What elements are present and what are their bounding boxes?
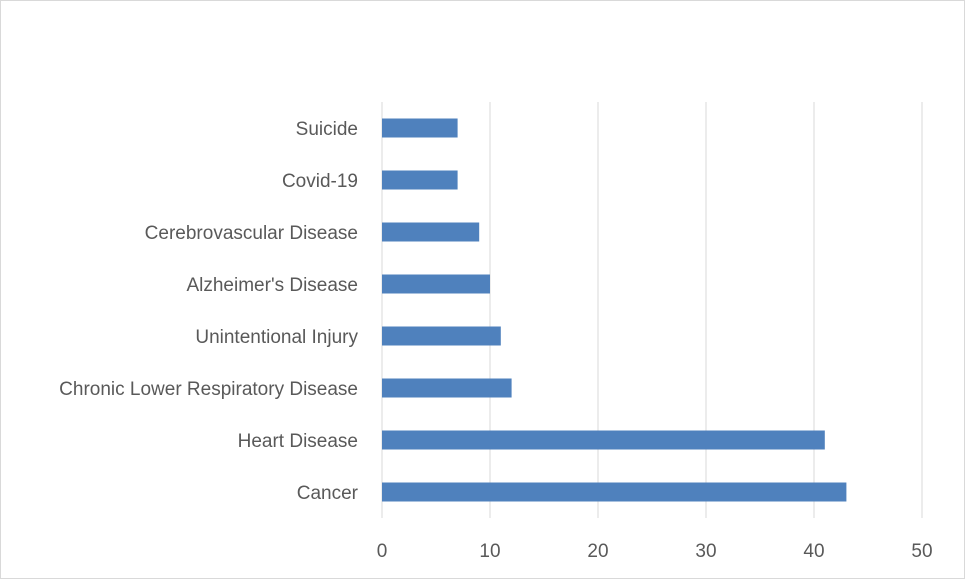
bar <box>382 274 490 294</box>
category-labels: Suicide Covid-19 Cerebrovascular Disease Al… <box>59 119 359 504</box>
bar <box>382 326 501 346</box>
category-label: Suicide <box>296 119 358 140</box>
category-label: Covid-19 <box>282 171 358 192</box>
bar <box>382 430 825 450</box>
x-tick-labels: 0 10 20 30 40 50 <box>377 541 933 562</box>
x-tick-label: 10 <box>479 541 500 562</box>
x-tick-label: 20 <box>587 541 608 562</box>
category-label: Alzheimer's Disease <box>186 275 358 296</box>
gridlines <box>381 102 923 518</box>
bar <box>382 482 847 502</box>
category-label: Cerebrovascular Disease <box>145 223 358 244</box>
bar <box>382 118 458 138</box>
x-tick-label: 30 <box>695 541 716 562</box>
x-tick-label: 50 <box>911 541 932 562</box>
bars <box>382 118 847 502</box>
category-label: Unintentional Injury <box>195 327 358 348</box>
bar <box>382 170 458 190</box>
x-tick-label: 0 <box>377 541 388 562</box>
category-label: Chronic Lower Respiratory Disease <box>59 379 358 400</box>
x-tick-label: 40 <box>803 541 824 562</box>
bar <box>382 378 512 398</box>
category-label: Cancer <box>297 483 359 504</box>
category-label: Heart Disease <box>238 431 358 452</box>
bar <box>382 222 480 242</box>
